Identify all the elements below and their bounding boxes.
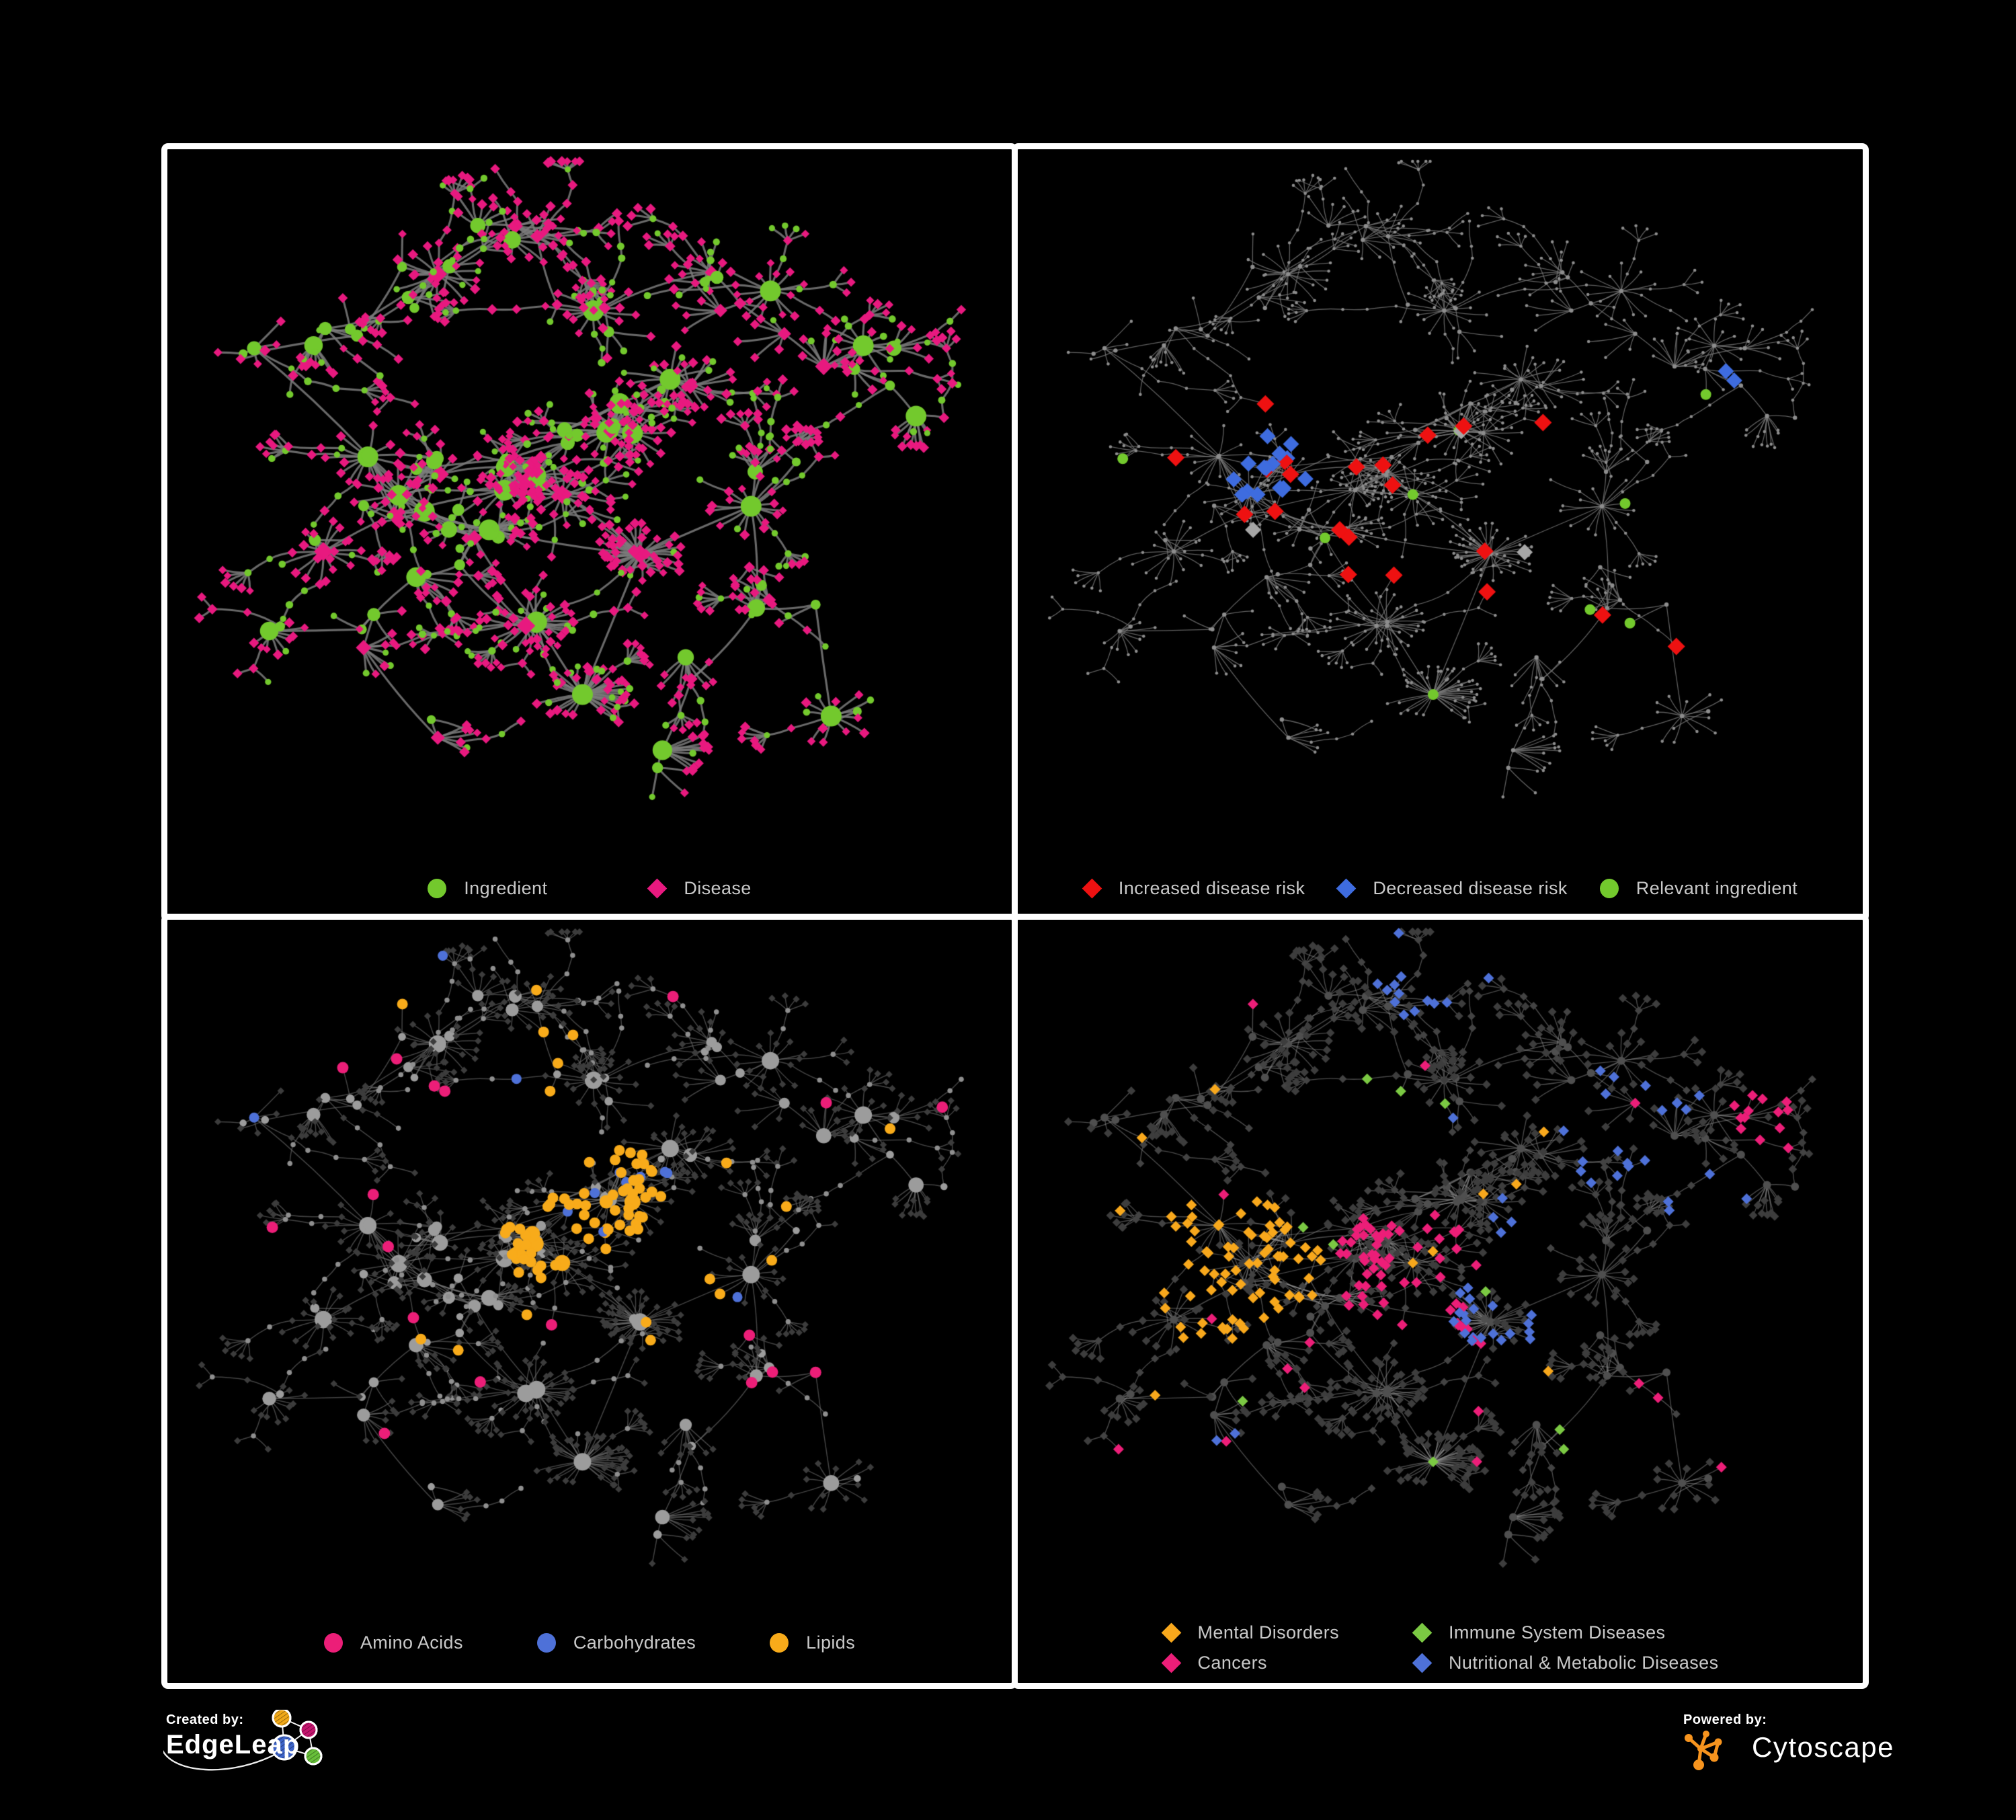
legend-item-lipids: Lipids: [770, 1632, 855, 1653]
network-graph-canvas-2: [1018, 149, 1863, 916]
legend-label: Amino Acids: [360, 1632, 463, 1653]
legend-item-carbohydrates: Carbohydrates: [536, 1632, 696, 1653]
network-graph-canvas-3: [167, 920, 1012, 1683]
amino-acids-marker-icon: [323, 1633, 343, 1653]
legend-label: Immune System Diseases: [1449, 1622, 1666, 1643]
panel-nutrient-classes: Amino Acids Carbohydrates Lipids: [161, 914, 1018, 1689]
cancers-marker-icon: [1161, 1653, 1181, 1673]
cytoscape-brand-text: Cytoscape: [1752, 1731, 1894, 1763]
immune-system-diseases-marker-icon: [1412, 1622, 1433, 1643]
legend-item-cancers: Cancers: [1161, 1653, 1339, 1673]
legend-item-immune-system-diseases: Immune System Diseases: [1412, 1622, 1718, 1643]
legend-item-decreased-risk: Decreased disease risk: [1336, 878, 1568, 899]
network-graph-canvas-4: [1018, 920, 1863, 1683]
legend-label: Nutritional & Metabolic Diseases: [1449, 1653, 1719, 1673]
legend-item-ingredient: Ingredient: [428, 878, 547, 899]
legend-item-disease: Disease: [647, 878, 752, 899]
nutritional-metabolic-diseases-marker-icon: [1412, 1653, 1433, 1673]
legend-item-mental-disorders: Mental Disorders: [1161, 1622, 1339, 1643]
legend-item-relevant-ingredient: Relevant ingredient: [1599, 878, 1798, 899]
legend-label: Cancers: [1197, 1653, 1267, 1673]
legend-ingredient-disease: Ingredient Disease: [167, 878, 1012, 899]
legend-disease-classes: Mental Disorders Immune System Diseases …: [1018, 1622, 1863, 1673]
decreased-risk-marker-icon: [1336, 878, 1357, 899]
carbohydrates-marker-icon: [536, 1633, 556, 1653]
relevant-ingredient-marker-icon: [1599, 879, 1619, 898]
legend-label: Decreased disease risk: [1373, 878, 1568, 898]
legend-label: Increased disease risk: [1118, 878, 1305, 898]
panel-disease-risk: Increased disease risk Decreased disease…: [1012, 143, 1869, 922]
legend-item-nutritional-metabolic-diseases: Nutritional & Metabolic Diseases: [1412, 1653, 1719, 1673]
legend-item-increased-risk: Increased disease risk: [1082, 878, 1305, 899]
legend-label: Lipids: [806, 1632, 856, 1653]
legend-disease-risk: Increased disease risk Decreased disease…: [1018, 878, 1863, 899]
network-graph-canvas-1: [167, 149, 1012, 916]
legend-label: Relevant ingredient: [1636, 878, 1798, 898]
legend-nutrient-classes: Amino Acids Carbohydrates Lipids: [167, 1632, 1012, 1653]
ingredient-marker-icon: [428, 879, 447, 898]
panel-ingredient-disease: Ingredient Disease: [161, 143, 1018, 922]
edgeleap-brand-text: EdgeLeap: [166, 1730, 300, 1759]
created-by-label: Created by:: [166, 1712, 244, 1727]
cytoscape-logo-icon: [1685, 1731, 1722, 1770]
legend-label: Mental Disorders: [1197, 1622, 1339, 1643]
legend-label: Carbohydrates: [573, 1632, 696, 1653]
legend-label: Disease: [684, 878, 752, 898]
lipids-marker-icon: [770, 1633, 789, 1653]
edgeleap-logo-icon: [163, 1710, 323, 1771]
legend-label: Ingredient: [464, 878, 548, 898]
increased-risk-marker-icon: [1082, 878, 1102, 899]
created-by-block: Created by: EdgeLeap: [163, 1710, 392, 1797]
disease-marker-icon: [647, 878, 668, 899]
legend-item-amino-acids: Amino Acids: [323, 1632, 463, 1653]
powered-by-block: Powered by: Cytoscape: [1681, 1710, 1976, 1797]
panel-disease-classes: Mental Disorders Immune System Diseases …: [1012, 914, 1869, 1689]
powered-by-label: Powered by:: [1683, 1712, 1767, 1727]
mental-disorders-marker-icon: [1161, 1622, 1181, 1643]
